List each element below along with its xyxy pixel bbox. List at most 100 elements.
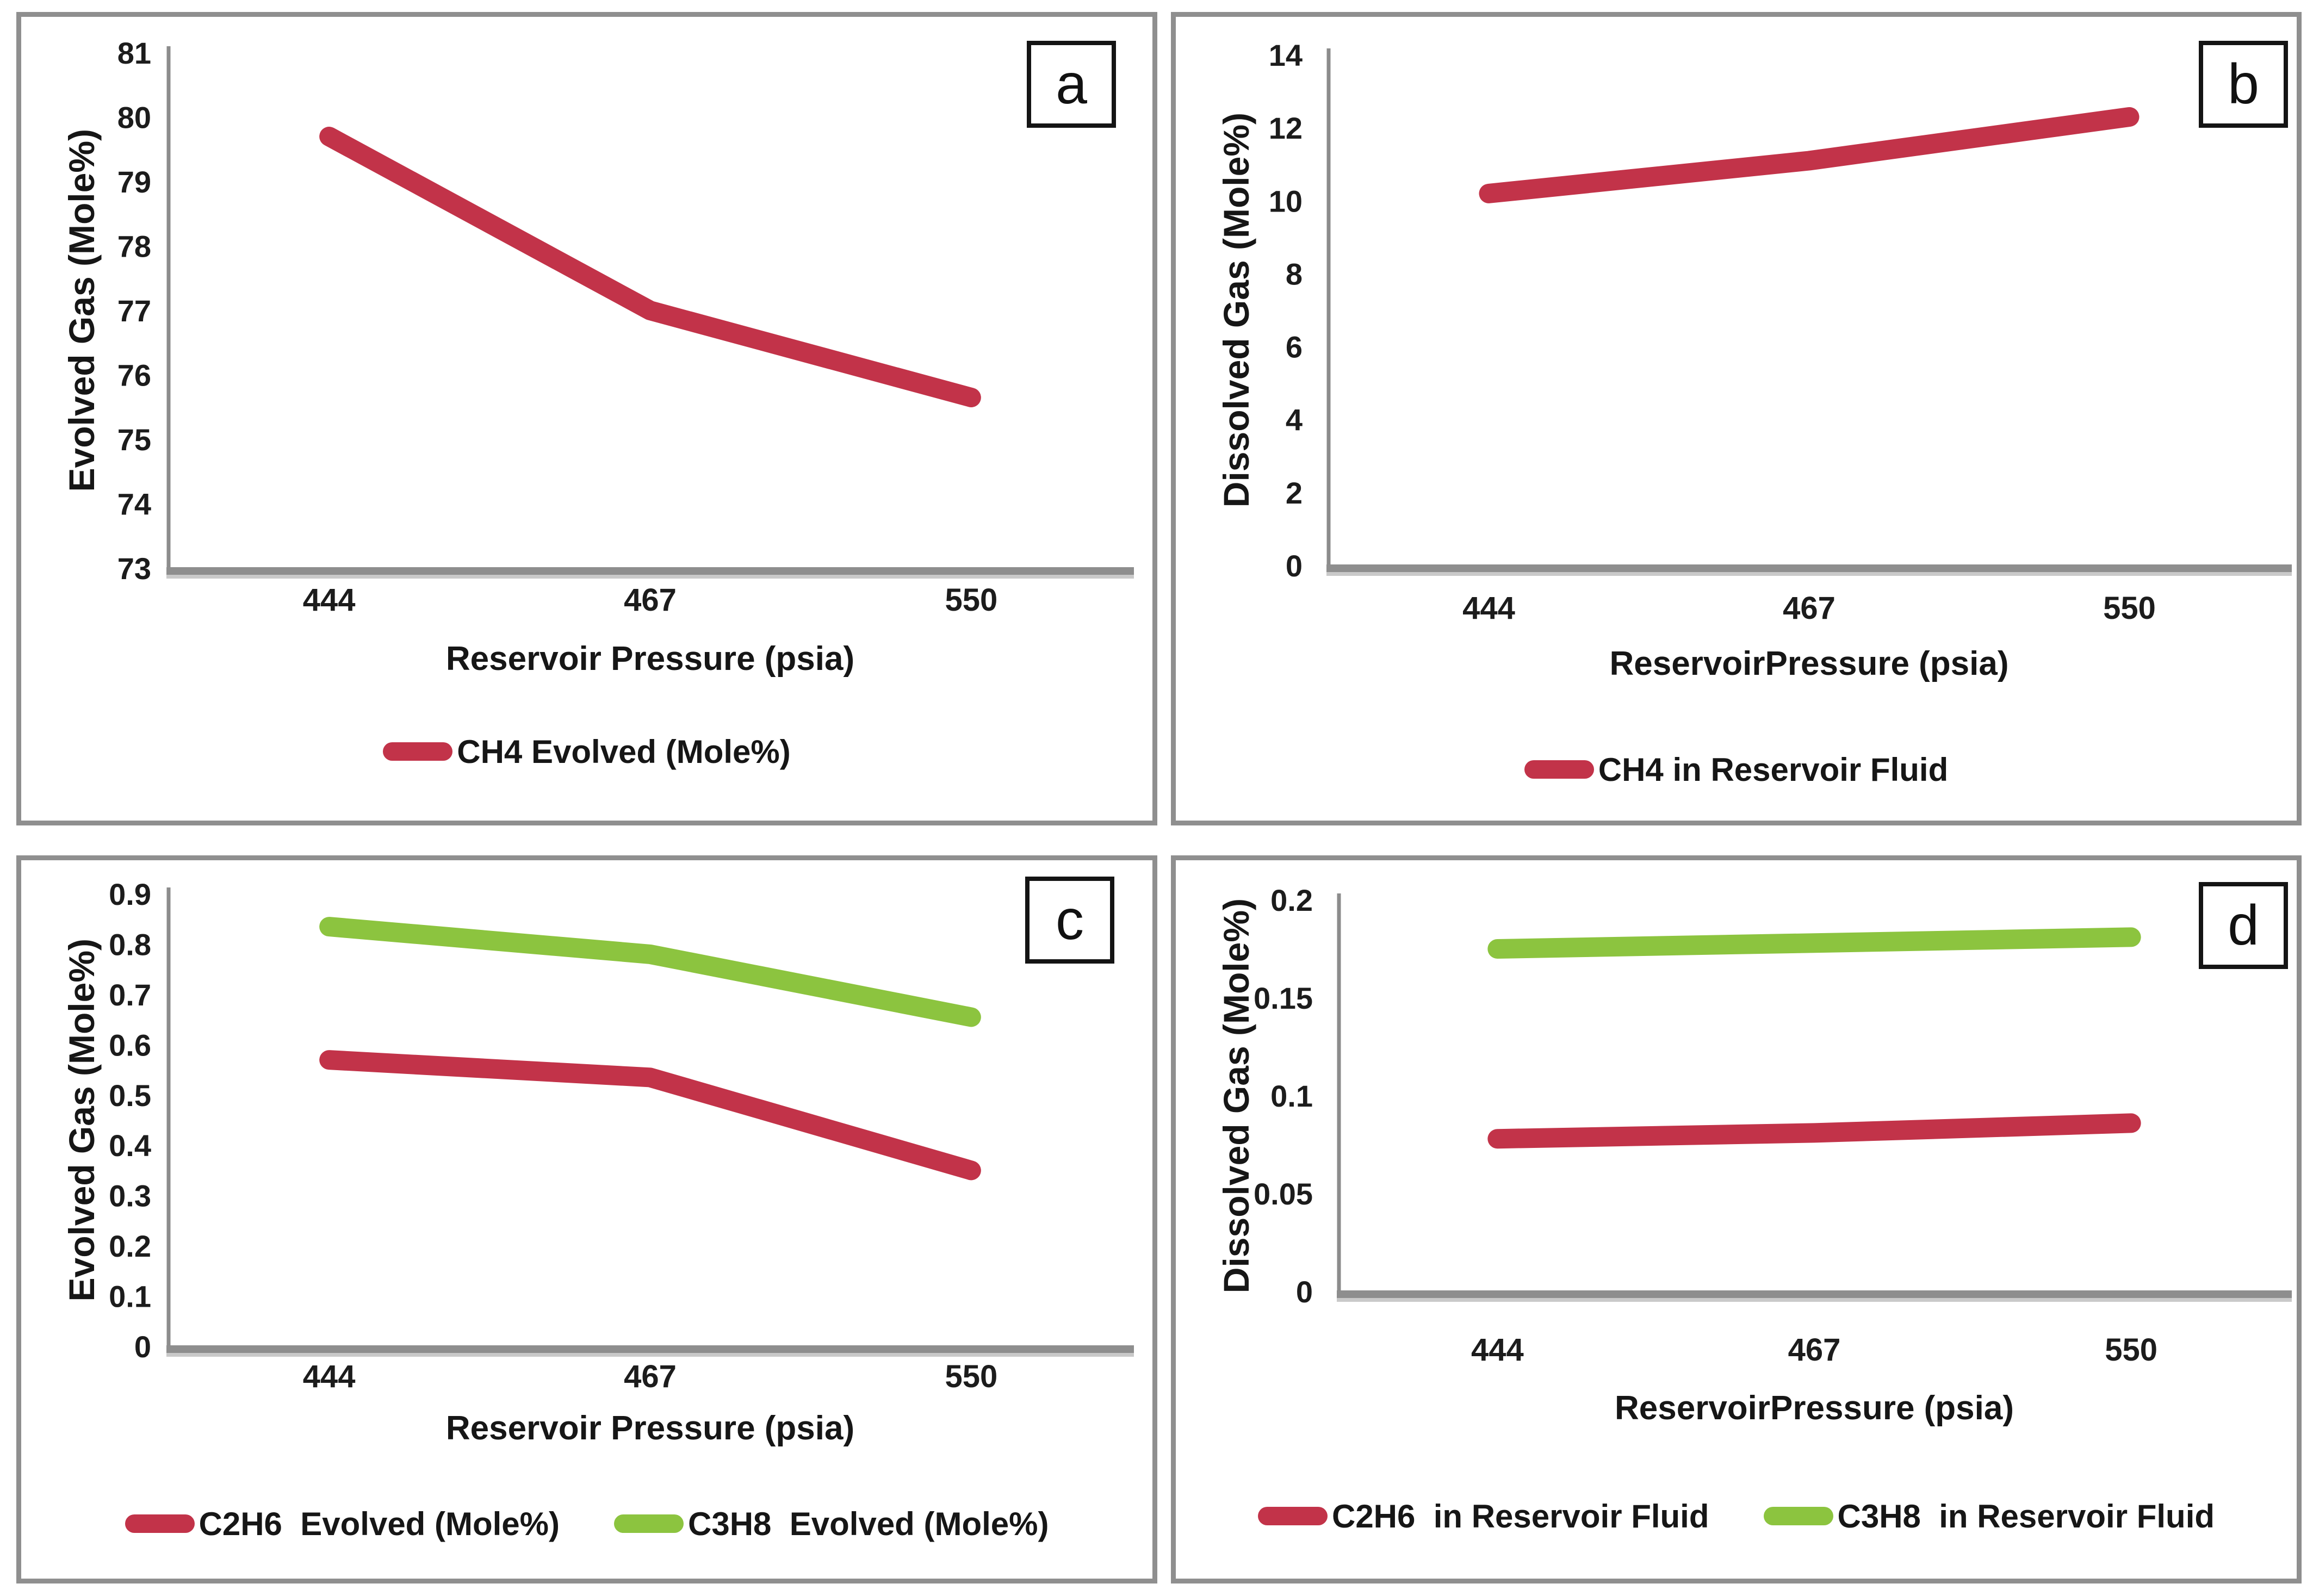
y-tick-label: 0.5 <box>109 1078 151 1113</box>
y-tick-label: 0.9 <box>109 877 151 911</box>
legend-marker-line <box>383 742 453 761</box>
legend: CH4 Evolved (Mole%) <box>21 726 1152 777</box>
legend-label: C2H6 Evolved (Mole%) <box>199 1505 560 1542</box>
x-tick-label: 467 <box>624 582 677 618</box>
chart-panel-a: 73 74 75 76 77 78 79 80 81 444 467 550 Evolved Gas … <box>16 12 1157 825</box>
x-tick-label: 550 <box>2105 1332 2157 1368</box>
series-line <box>319 1050 981 1181</box>
x-tick-label: 467 <box>624 1359 677 1394</box>
x-axis-line-shadow <box>166 575 1134 579</box>
x-axis-line-shadow <box>1326 572 2292 576</box>
panel-letter: a <box>1056 53 1087 116</box>
legend-label: C2H6 in Reservoir Fluid <box>1331 1498 1709 1535</box>
y-tick-label: 0.8 <box>109 927 151 961</box>
legend: CH4 in Reservoir Fluid <box>1176 744 2297 794</box>
y-axis-title-wrap: Evolved Gas (Mole%) <box>55 53 108 568</box>
panel-letter-box: d <box>2199 882 2288 969</box>
x-tick-label: 550 <box>945 582 997 618</box>
y-tick-label: 8 <box>1286 257 1303 291</box>
y-tick-label: 4 <box>1286 403 1303 437</box>
y-axis-title: Dissolved Gas (Mole%) <box>1216 898 1256 1294</box>
x-axis-line <box>166 1345 1134 1353</box>
legend: C2H6 in Reservoir Fluid C3H8 in Reservoi… <box>1176 1491 2297 1541</box>
y-axis-title: Evolved Gas (Mole%) <box>61 939 102 1302</box>
y-tick-label: 0 <box>134 1330 151 1364</box>
x-axis-title: Reservoir Pressure (psia) <box>445 640 855 678</box>
chart-plot-a: 73 74 75 76 77 78 79 80 81 444 467 550 <box>117 36 1134 618</box>
x-tick-label: 444 <box>1471 1332 1524 1368</box>
series-line <box>1487 927 2141 959</box>
y-tick-label: 2 <box>1286 476 1303 510</box>
series-line <box>319 127 981 407</box>
x-tick-label: 550 <box>2103 591 2156 626</box>
y-tick-label: 74 <box>117 487 151 521</box>
panel-letter: d <box>2228 894 2259 957</box>
y-tick-label: 77 <box>117 294 151 328</box>
y-tick-label: 0.15 <box>1254 981 1313 1015</box>
panel-letter: b <box>2228 53 2259 116</box>
y-tick-label: 0.4 <box>109 1128 151 1163</box>
y-tick-label: 0.2 <box>109 1229 151 1263</box>
panel-letter-box: a <box>1027 41 1116 128</box>
x-axis-line <box>1337 1290 2292 1298</box>
y-axis-title: Evolved Gas (Mole%) <box>61 129 102 492</box>
y-tick-label: 0.6 <box>109 1028 151 1062</box>
series-line <box>319 917 981 1027</box>
y-tick-label: 0 <box>1296 1275 1313 1309</box>
y-axis-title-wrap: Dissolved Gas (Mole%) <box>1210 898 1262 1294</box>
y-tick-label: 81 <box>117 36 151 70</box>
x-tick-label: 444 <box>1462 591 1515 626</box>
y-axis-title-wrap: Evolved Gas (Mole%) <box>55 894 108 1346</box>
legend-label: C3H8 in Reservoir Fluid <box>1837 1498 2215 1535</box>
x-axis-title: Reservoir Pressure (psia) <box>445 1409 855 1447</box>
x-axis-line <box>1326 564 2292 572</box>
x-axis-title: ReservoirPressure (psia) <box>1609 645 2009 682</box>
y-tick-label: 78 <box>117 229 151 264</box>
legend-marker-line <box>1763 1507 1833 1525</box>
x-axis-line <box>166 567 1134 575</box>
panel-letter-box: c <box>1025 877 1114 964</box>
y-tick-label: 14 <box>1269 38 1303 72</box>
legend-item: CH4 in Reservoir Fluid <box>1524 751 1948 788</box>
legend: C2H6 Evolved (Mole%) C3H8 Evolved (Mole%… <box>21 1499 1152 1549</box>
x-tick-label: 550 <box>945 1359 997 1394</box>
y-tick-label: 75 <box>117 423 151 457</box>
y-tick-label: 6 <box>1286 330 1303 364</box>
legend-label: CH4 Evolved (Mole%) <box>457 733 791 770</box>
panel-letter-box: b <box>2199 41 2288 128</box>
y-tick-label: 79 <box>117 165 151 199</box>
legend-item: C3H8 Evolved (Mole%) <box>614 1505 1049 1543</box>
chart-panel-d: 0 0.05 0.1 0.15 0.2 444 467 550 Dissolved Gas (… <box>1171 855 2302 1583</box>
series-line <box>1487 1113 2141 1149</box>
legend-item: C3H8 in Reservoir Fluid <box>1763 1498 2215 1535</box>
legend-marker-line <box>1257 1507 1328 1525</box>
y-tick-label: 0.2 <box>1270 883 1313 917</box>
legend-marker-line <box>614 1514 684 1533</box>
x-tick-label: 444 <box>303 582 356 618</box>
legend-marker-line <box>1524 760 1594 779</box>
chart-panel-c: 0 0.1 0.2 0.3 0.4 0.5 0.6 0.7 0.8 0.9 444 467 550 Ev… <box>16 855 1157 1583</box>
legend-item: C2H6 Evolved (Mole%) <box>125 1505 560 1543</box>
legend-label: C3H8 Evolved (Mole%) <box>688 1505 1049 1542</box>
y-tick-label: 0.1 <box>1270 1079 1313 1113</box>
y-tick-label: 0 <box>1286 549 1303 583</box>
chart-plot-c: 0 0.1 0.2 0.3 0.4 0.5 0.6 0.7 0.8 0.9 444 467 550 <box>109 877 1134 1394</box>
panel-letter: c <box>1056 889 1084 952</box>
x-axis-line-shadow <box>166 1353 1134 1357</box>
legend-marker-line <box>125 1514 195 1533</box>
x-tick-label: 444 <box>303 1359 356 1394</box>
y-tick-label: 76 <box>117 358 151 393</box>
chart-plot-b: 0 2 4 6 8 10 12 14 444 467 550 <box>1269 38 2292 626</box>
y-tick-label: 73 <box>117 551 151 586</box>
y-tick-label: 10 <box>1269 184 1303 218</box>
x-axis-title: ReservoirPressure (psia) <box>1614 1389 2014 1427</box>
legend-label: CH4 in Reservoir Fluid <box>1598 751 1949 788</box>
y-tick-label: 0.05 <box>1254 1177 1313 1211</box>
y-axis-title-wrap: Dissolved Gas (Mole%) <box>1210 55 1262 566</box>
chart-panel-b: 0 2 4 6 8 10 12 14 444 467 550 Dissolved Gas (Mole… <box>1171 12 2302 825</box>
legend-item: CH4 Evolved (Mole%) <box>383 733 791 771</box>
chart-plot-d: 0 0.05 0.1 0.15 0.2 444 467 550 <box>1254 883 2292 1368</box>
y-tick-label: 12 <box>1269 111 1303 145</box>
y-axis-title: Dissolved Gas (Mole%) <box>1216 113 1256 508</box>
